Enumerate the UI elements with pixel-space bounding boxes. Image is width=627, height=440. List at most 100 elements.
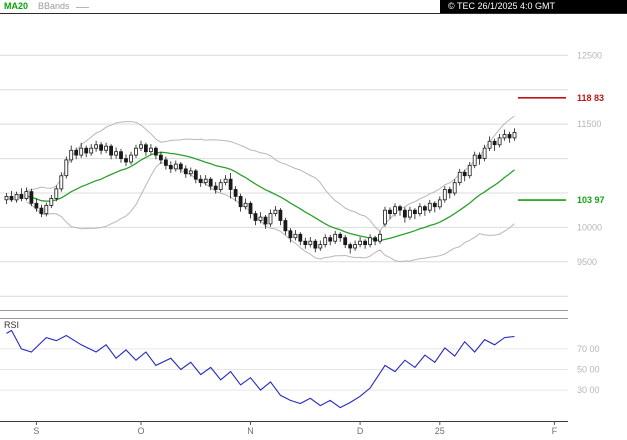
candle-body [94,144,98,149]
candle-body [432,202,437,208]
candle-body [492,140,497,146]
candle-body [228,178,233,190]
candle-body [452,182,457,194]
candle-body [427,202,432,211]
candle-body [148,147,153,152]
candle-body [402,209,407,218]
candle-body [4,195,9,201]
month-axis-label: O [137,426,144,436]
candle-body [338,233,343,239]
candle-body [84,147,89,154]
copyright-text: © TEC 26/1/2025 4:0 GMT [440,0,627,13]
candle-body [358,240,363,245]
candle-body [393,206,397,214]
candle-body [363,240,368,245]
candle-body [178,163,183,170]
candle-body [293,233,298,239]
candle-body [74,149,79,156]
candle-body [273,209,278,214]
candle-body [54,188,59,199]
candle-body [268,213,273,225]
legend-bar: MA20 BBands © TEC 26/1/2025 4:0 GMT [0,0,627,13]
candle-body [99,144,103,151]
candle-body [188,170,193,175]
candle-body [507,134,512,139]
candle-body [243,202,248,208]
price-axis-label: 12500 [577,50,602,60]
candle-body [407,209,412,218]
month-axis-label: 25 [435,426,445,436]
candle-body [412,209,417,214]
resistance-level-label: 118 83 [577,93,604,103]
candle-body [198,178,203,183]
candle-body [19,193,24,199]
rsi-axis-label: 50 00 [577,365,600,375]
candle-body [24,191,29,199]
candle-body [193,170,198,180]
candle-body [258,216,263,221]
candle-body [183,168,188,175]
price-axis-label: 9500 [577,257,597,267]
candle-body [308,240,313,245]
candle-body [218,182,223,190]
candle-body [417,206,422,214]
candle-body [497,137,502,146]
candle-body [353,244,358,249]
candle-body [238,195,243,208]
candle-body [283,220,288,232]
candle-body [79,147,84,156]
candle-body [49,198,54,206]
candle-body [467,164,472,177]
candle-body [143,144,148,153]
candle-body [44,204,49,215]
support-level-label: 103 97 [577,195,605,205]
candle-body [437,199,442,208]
candle-body [502,134,507,139]
candle-body [313,240,318,249]
candle-body [512,131,517,139]
candle-body [343,237,348,245]
candle-body [89,147,94,154]
candle-body [333,233,338,242]
candle-body [124,158,128,163]
candle-body [487,140,492,149]
candle-body [278,209,283,221]
candle-body [442,189,447,201]
candle-body [129,154,133,163]
rsi-axis-label: 70 00 [577,344,600,354]
candle-body [477,154,482,159]
candle-body [472,154,477,166]
candle-body [248,202,253,215]
rsi-line [6,329,515,409]
candle-body [69,149,74,161]
month-axis-label: F [552,426,558,436]
candle-body [109,145,113,156]
candle-body [64,159,69,177]
candle-body [203,178,208,183]
candle-body [368,237,373,245]
candle-body [9,195,14,201]
bbands-legend-label: BBands [38,1,70,11]
candle-body [398,206,402,211]
candle-body [378,233,382,242]
candle-body [263,216,268,225]
candle-body [253,213,258,221]
candle-body [158,154,163,161]
candle-body [388,209,392,214]
candle-body [163,159,168,166]
candle-body [303,240,308,245]
candle-body [233,189,238,197]
candle-body [59,175,64,190]
candle-body [457,171,462,184]
month-axis-label: S [33,426,39,436]
candle-body [373,237,378,242]
candle-body [323,237,328,245]
candle-body [298,233,303,242]
candle-body [134,147,138,156]
candle-body [29,191,34,204]
candle-body [348,244,353,249]
bollinger-upper-band [26,115,515,232]
candle-body [173,163,178,170]
